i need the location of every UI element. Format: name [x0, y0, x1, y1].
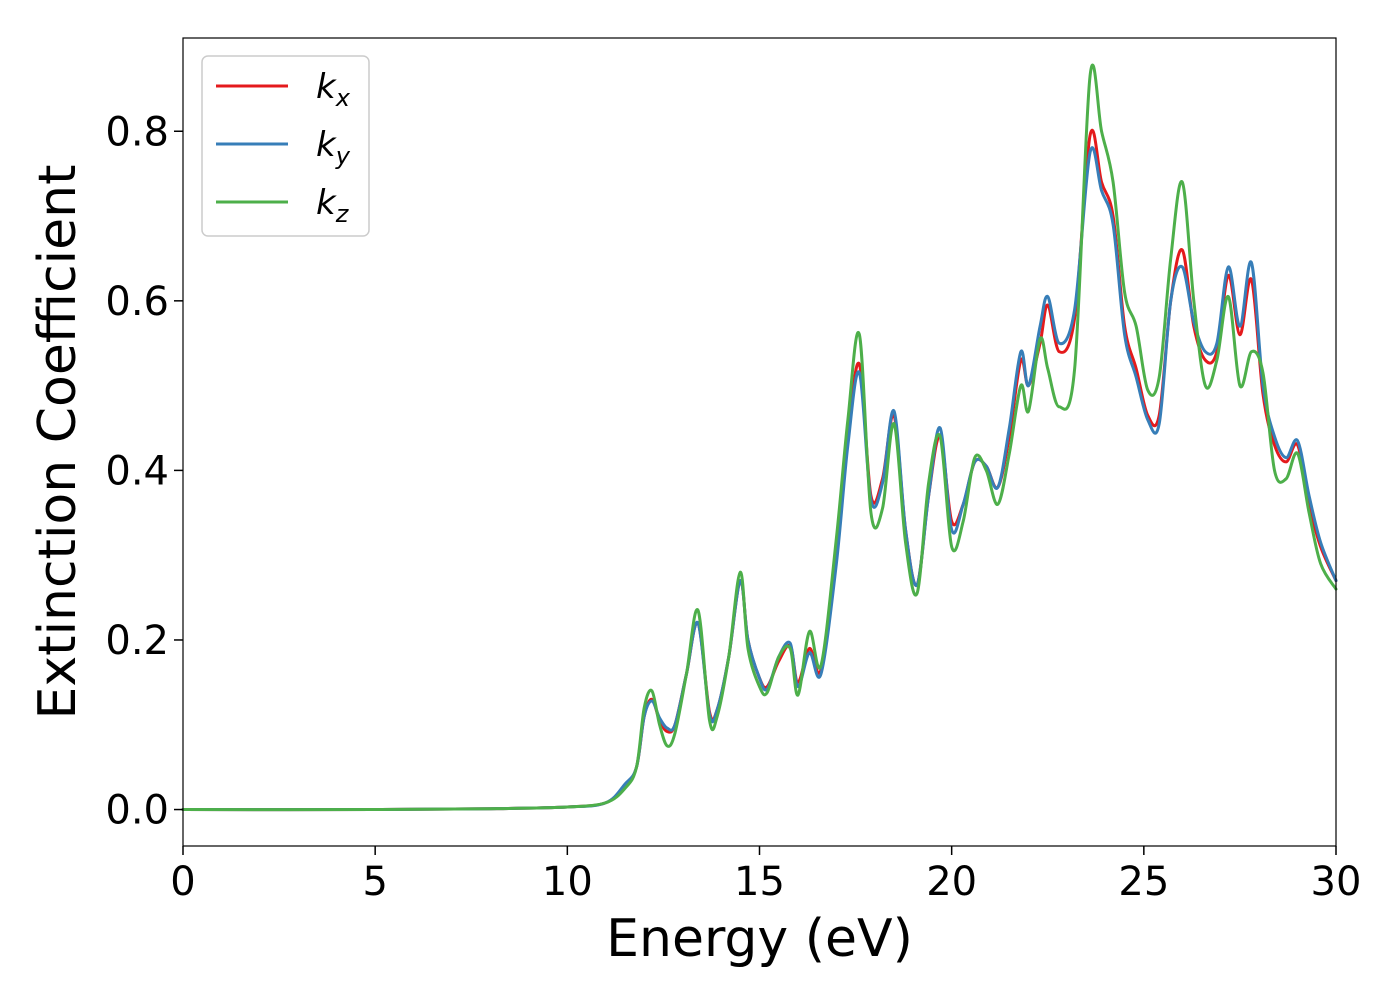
y-tick-label: 0.8 [105, 109, 169, 155]
x-tick-label: 25 [1118, 859, 1169, 905]
y-axis-ticks: 0.0 0.2 0.4 0.6 0.8 [105, 109, 183, 834]
series-line-z [181, 63, 1338, 812]
x-tick-label: 5 [362, 859, 387, 905]
x-axis-ticks: 0 5 10 15 20 25 30 [170, 846, 1361, 905]
y-tick-label: 0.6 [105, 279, 169, 325]
y-tick-label: 0.4 [105, 448, 169, 494]
x-tick-label: 10 [542, 859, 593, 905]
x-tick-label: 15 [734, 859, 785, 905]
legend-label-x: kx [316, 67, 351, 112]
y-axis-title: Extinction Coefficient [28, 165, 88, 720]
x-axis-title: Energy (eV) [606, 909, 913, 969]
series-layer [181, 63, 1338, 812]
y-tick-label: 0.2 [105, 618, 169, 664]
legend-label-y: ky [316, 125, 351, 170]
plot-background [183, 38, 1336, 846]
legend-box [201, 55, 370, 237]
y-tick-label: 0.0 [105, 788, 169, 834]
x-tick-label: 0 [170, 859, 195, 905]
x-tick-label: 20 [926, 859, 977, 905]
legend-label-z: kz [316, 183, 350, 228]
legend: kx ky kz [201, 55, 370, 237]
x-tick-label: 30 [1311, 859, 1362, 905]
